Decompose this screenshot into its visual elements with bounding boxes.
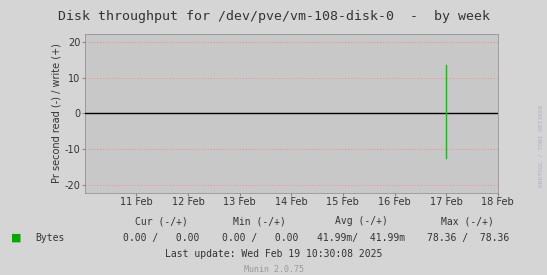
Text: 78.36 /  78.36: 78.36 / 78.36 (427, 233, 509, 243)
Text: Cur (-/+): Cur (-/+) (135, 216, 188, 226)
Text: 41.99m/  41.99m: 41.99m/ 41.99m (317, 233, 405, 243)
Text: Max (-/+): Max (-/+) (441, 216, 494, 226)
Text: 0.00 /   0.00: 0.00 / 0.00 (123, 233, 200, 243)
Y-axis label: Pr second read (-) / write (+): Pr second read (-) / write (+) (52, 43, 62, 183)
Text: Last update: Wed Feb 19 10:30:08 2025: Last update: Wed Feb 19 10:30:08 2025 (165, 249, 382, 259)
Text: Min (-/+): Min (-/+) (234, 216, 286, 226)
Text: ■: ■ (11, 233, 21, 243)
Text: Munin 2.0.75: Munin 2.0.75 (243, 265, 304, 274)
Text: 0.00 /   0.00: 0.00 / 0.00 (222, 233, 298, 243)
Text: Avg (-/+): Avg (-/+) (335, 216, 387, 226)
Text: RRDTOOL / TOBI OETIKER: RRDTOOL / TOBI OETIKER (538, 104, 543, 187)
Text: Bytes: Bytes (36, 233, 65, 243)
Text: Disk throughput for /dev/pve/vm-108-disk-0  -  by week: Disk throughput for /dev/pve/vm-108-disk… (57, 10, 490, 23)
